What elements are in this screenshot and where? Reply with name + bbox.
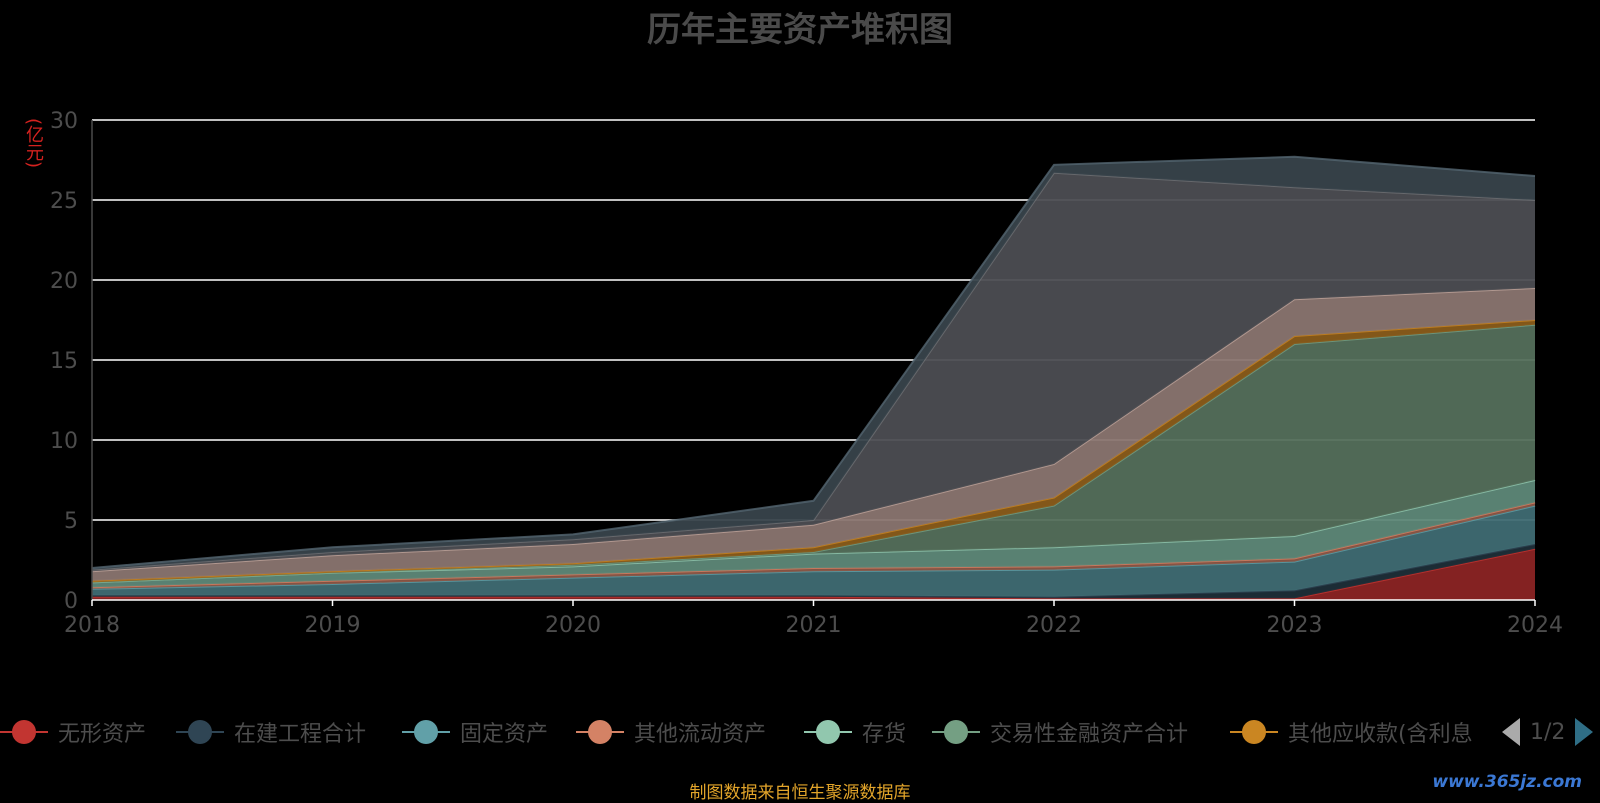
legend-dot-icon — [12, 720, 36, 744]
area-series-5 — [92, 324, 1535, 583]
legend-marker-icon — [576, 720, 624, 744]
series-line-9 — [91, 155, 1536, 569]
x-tick-label: 2021 — [786, 613, 842, 638]
legend-marker-icon — [176, 720, 224, 744]
legend-label: 交易性金融资产合计 — [990, 722, 1189, 747]
legend-label: 固定资产 — [460, 722, 549, 747]
area-series-0 — [92, 548, 1535, 600]
area-series-4 — [92, 480, 1535, 588]
legend-label: 存货 — [862, 722, 907, 747]
legend-dot-icon — [944, 720, 968, 744]
legend-item[interactable]: 无形资产 — [0, 712, 146, 752]
legend-dot-icon — [816, 720, 840, 744]
legend-label: 其他流动资产 — [634, 722, 767, 747]
y-axis-unit-label: (亿元) — [23, 118, 44, 169]
legend-item[interactable]: 固定资产 — [402, 712, 548, 752]
x-tick-label: 2024 — [1507, 613, 1563, 638]
area-series-8 — [92, 172, 1535, 572]
legend-marker-icon — [932, 720, 980, 744]
area-series-7 — [92, 288, 1535, 581]
legend: 无形资产 在建工程合计 固定资产 其他流动资产 存货 交易性金融资产合计 其他应收款(含利息 — [0, 712, 1600, 752]
y-tick-label: 15 — [50, 349, 78, 374]
legend-page-indicator: 1/2 — [1530, 719, 1566, 745]
legend-label: 其他应收款(含利息 — [1288, 722, 1473, 747]
legend-dot-icon — [1242, 720, 1266, 744]
legend-marker-icon — [1230, 720, 1278, 744]
legend-item[interactable]: 其他流动资产 — [576, 712, 766, 752]
x-tick-label: 2019 — [305, 613, 361, 638]
y-tick-label: 0 — [64, 589, 78, 614]
legend-prev-page-icon[interactable] — [1502, 718, 1520, 746]
legend-item[interactable]: 在建工程合计 — [176, 712, 366, 752]
legend-label: 在建工程合计 — [234, 722, 367, 747]
area-series-2 — [92, 505, 1535, 597]
data-source-note: 制图数据来自恒生聚源数据库 — [689, 783, 911, 803]
legend-marker-icon — [402, 720, 450, 744]
legend-dot-icon — [588, 720, 612, 744]
y-tick-label: 20 — [50, 269, 78, 294]
legend-marker-icon — [804, 720, 852, 744]
x-tick-label: 2018 — [64, 613, 120, 638]
legend-next-page-icon[interactable] — [1575, 718, 1594, 746]
chart-title: 历年主要资产堆积图 — [647, 10, 953, 50]
watermark: www.365jz.com — [1432, 772, 1582, 792]
x-tick-label: 2023 — [1267, 613, 1323, 638]
legend-marker-icon — [0, 720, 48, 744]
legend-pager: 1/2 — [1502, 714, 1594, 750]
legend-label: 无形资产 — [58, 722, 147, 747]
legend-item[interactable]: 存货 — [804, 712, 906, 752]
legend-items: 无形资产 在建工程合计 固定资产 其他流动资产 存货 交易性金融资产合计 其他应收款(含利息 — [0, 712, 1482, 752]
legend-item[interactable]: 其他应收款(含利息 — [1230, 712, 1473, 752]
y-tick-label: 30 — [50, 109, 78, 134]
y-tick-label: 10 — [50, 429, 78, 454]
x-tick-label: 2022 — [1026, 613, 1082, 638]
y-tick-label: 5 — [64, 509, 78, 534]
legend-item[interactable]: 交易性金融资产合计 — [932, 712, 1188, 752]
y-tick-label: 25 — [50, 189, 78, 214]
legend-dot-icon — [414, 720, 438, 744]
x-tick-label: 2020 — [545, 613, 601, 638]
legend-dot-icon — [188, 720, 212, 744]
